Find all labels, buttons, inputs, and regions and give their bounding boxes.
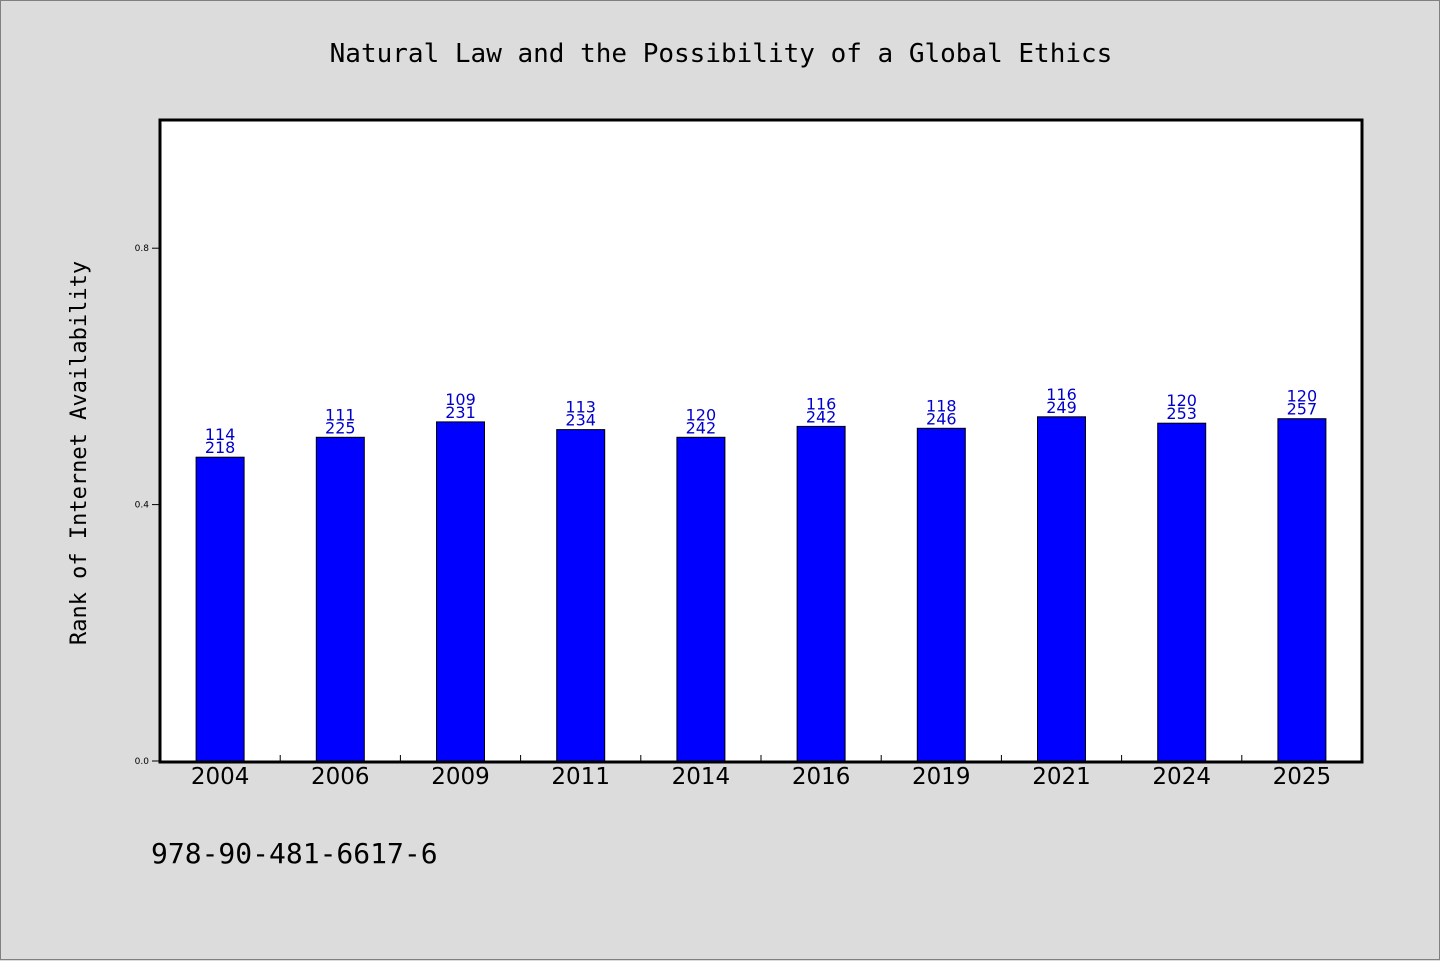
bar-2024: [1157, 422, 1207, 762]
chart-title: Natural Law and the Possibility of a Glo…: [330, 39, 1113, 69]
bar-2016: [796, 425, 846, 762]
y-tick-label: 0.4: [135, 501, 150, 511]
x-tick-label-2019: 2019: [912, 764, 971, 790]
x-tick-label-2024: 2024: [1152, 764, 1211, 790]
bar-2019: [916, 427, 966, 762]
bar-2006: [315, 436, 365, 762]
bar-label-top-2014: 120: [686, 405, 717, 424]
y-tick-label: 0.8: [135, 244, 150, 254]
x-tick-label-2006: 2006: [311, 764, 370, 790]
bar-label-top-2016: 116: [806, 394, 837, 413]
bar-2021: [1037, 416, 1086, 762]
bar-label-bottom-2019: 246: [926, 409, 957, 428]
x-tick-label-2004: 2004: [191, 764, 250, 790]
plot-frame: [158, 118, 1364, 764]
bar-label-bottom-2024: 253: [1166, 404, 1197, 423]
x-tick-label-2016: 2016: [792, 764, 851, 790]
bar-label-bottom-2021: 249: [1046, 398, 1077, 417]
bar-label-bottom-2009: 231: [445, 403, 476, 422]
bar-label-bottom-2004: 218: [205, 438, 236, 457]
bar-label-top-2011: 113: [565, 398, 596, 417]
x-tick-label-2009: 2009: [431, 764, 490, 790]
bar-2011: [556, 429, 606, 762]
bar-2004: [195, 456, 245, 762]
footer-isbn: 978-90-481-6617-6: [151, 837, 438, 870]
bar-label-top-2006: 111: [325, 405, 356, 424]
y-tick-label: 0.0: [135, 757, 150, 767]
bar-2009: [436, 421, 485, 762]
y-axis-label: Rank of Internet Availability: [67, 261, 92, 645]
x-tick-label-2025: 2025: [1273, 764, 1332, 790]
bar-label-bottom-2011: 234: [565, 411, 596, 430]
bar-label-top-2021: 116: [1046, 385, 1077, 404]
bar-label-bottom-2014: 242: [686, 418, 717, 437]
x-tick-label-2011: 2011: [551, 764, 610, 790]
bar-label-top-2025: 120: [1287, 387, 1318, 406]
bar-label-bottom-2025: 257: [1287, 400, 1318, 419]
x-tick-label-2014: 2014: [672, 764, 731, 790]
bar-2014: [676, 436, 726, 762]
bar-label-top-2004: 114: [205, 425, 236, 444]
bar-label-top-2024: 120: [1166, 391, 1197, 410]
bars-layer: [195, 416, 1327, 762]
bar-label-bottom-2016: 242: [806, 407, 837, 426]
bar-label-top-2009: 109: [445, 390, 476, 409]
bar-label-top-2019: 118: [926, 396, 957, 415]
x-axis: 2004 2006 2009 2011 2014 2016 2019 2021 2024 2025: [191, 755, 1331, 790]
x-tick-label-2021: 2021: [1032, 764, 1091, 790]
y-axis: 0.0 0.4 0.8: [135, 244, 160, 767]
bar-label-bottom-2006: 225: [325, 418, 356, 437]
bar-2025: [1277, 418, 1327, 762]
